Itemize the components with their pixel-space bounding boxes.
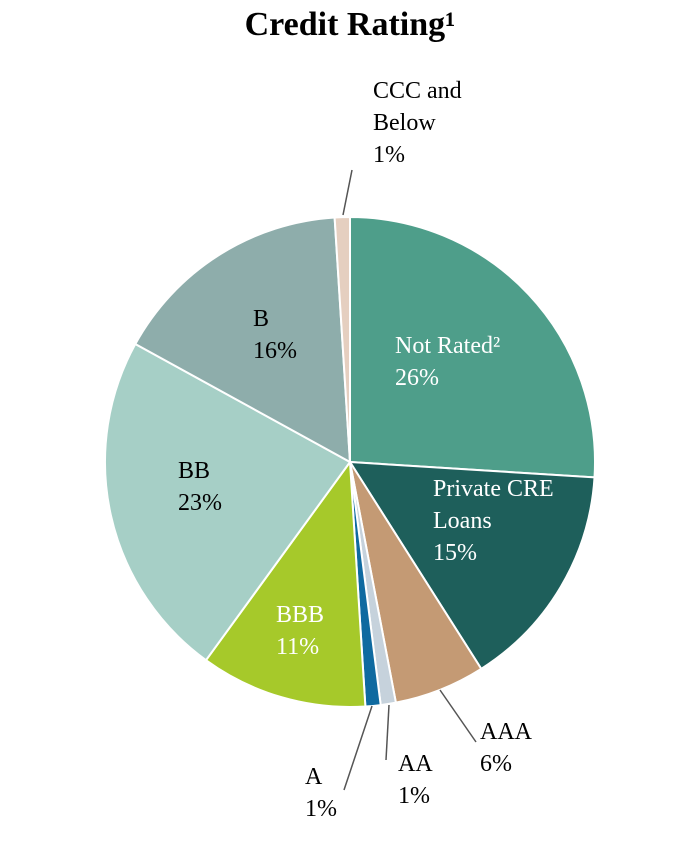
pie-slice [104,342,352,662]
slice-label: Not Rated² 26% [395,330,535,394]
value-label: 1% [398,783,430,809]
slice-label: AA 1% [398,748,458,812]
value-label: 1% [305,796,337,822]
category-label: AAA [480,719,532,745]
slice-label: BB 23% [178,455,268,519]
category-label: CCC and Below [373,78,462,136]
category-label: A [305,764,323,790]
value-label: 16% [253,338,297,364]
category-label: Not Rated² [395,333,501,359]
pie-slice [349,215,596,479]
slice-label: A 1% [305,761,365,825]
slice-label: B 16% [253,303,343,367]
pie-slice [133,216,352,464]
value-label: 1% [373,142,405,168]
slice-label: BBB 11% [276,599,366,663]
category-label: BBB [276,602,325,628]
chart-title: Credit Rating¹ [244,6,456,43]
value-label: 23% [178,490,222,516]
category-label: B [253,306,270,332]
leader-line [342,169,353,216]
leader-line [439,689,477,743]
slice-label: Private CRE Loans 15% [433,473,563,569]
value-label: 15% [433,540,477,566]
pie-slice [348,460,596,671]
slice-label: CCC and Below 1% [373,75,483,171]
category-label: Private CRE Loans [433,476,554,534]
leader-line [343,705,373,791]
value-label: 11% [276,634,320,660]
leader-line [385,704,390,761]
value-label: 26% [395,365,439,391]
pie-slice [204,459,367,708]
value-label: 6% [480,751,512,777]
pie-slice [333,215,351,463]
category-label: AA [398,751,433,777]
category-label: BB [178,458,211,484]
slice-label: AAA 6% [480,716,560,780]
